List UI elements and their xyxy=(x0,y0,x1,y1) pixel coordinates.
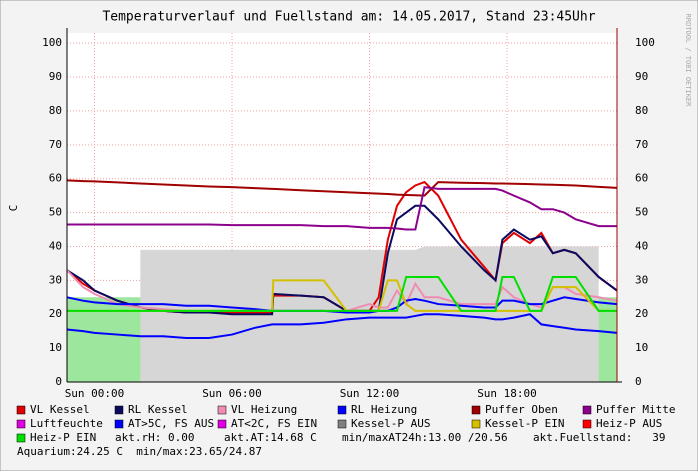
legend-swatch xyxy=(114,405,124,415)
y2-tick-label: 70 xyxy=(635,138,648,151)
x-tick-label: Sun 00:00 xyxy=(65,387,125,400)
grid xyxy=(67,33,617,383)
line xyxy=(66,313,618,339)
y2-tick-label: 40 xyxy=(635,239,648,252)
credit: RRDTOOL / TOBI OETIKER xyxy=(684,14,692,108)
y2-tick-label: 30 xyxy=(635,273,648,286)
note: Aquarium:24.25 C min/max:23.65/24.87 xyxy=(17,445,262,458)
note: akt.AT:14.68 C xyxy=(224,431,317,444)
note: akt.Fuellstand: 39 xyxy=(533,431,665,444)
legend-label: VL Kessel xyxy=(30,403,90,416)
y2-tick-label: 20 xyxy=(635,307,648,320)
y-tick-label: 50 xyxy=(49,206,62,219)
note: min/maxAT24h:13.00 /20.56 xyxy=(342,431,508,444)
y-tick-label: 80 xyxy=(49,104,62,117)
legend-swatch xyxy=(114,419,124,429)
y2-tick-label: 80 xyxy=(635,104,648,117)
x-tick-label: Sun 12:00 xyxy=(340,387,400,400)
legend-swatch xyxy=(217,405,227,415)
legend-swatch xyxy=(471,405,481,415)
y2-tick-label: 100 xyxy=(635,36,655,49)
legend-label: Heiz-P EIN xyxy=(30,431,96,444)
y-tick-label: 10 xyxy=(49,341,62,354)
y2-tick-label: 0 xyxy=(635,375,642,388)
legend-label: AT<2C, FS EIN xyxy=(231,417,317,430)
legend-label: Luftfeuchte xyxy=(30,417,103,430)
legend-swatch xyxy=(16,433,26,443)
legend-swatch xyxy=(337,419,347,429)
legend-swatch xyxy=(337,405,347,415)
x-tick-label: Sun 18:00 xyxy=(477,387,537,400)
axes: 0 0 10 10 20 20 30 30 40 40 50 50 60 60 70 70 80 80 90 90 10… xyxy=(42,28,655,400)
y-tick-label: 20 xyxy=(49,307,62,320)
line xyxy=(67,275,617,312)
line xyxy=(67,186,617,231)
legend-swatch xyxy=(16,405,26,415)
y-tick-label: 90 xyxy=(49,70,62,83)
legend-label: VL Heizung xyxy=(231,403,297,416)
legend-label: AT>5C, FS AUS xyxy=(128,417,214,430)
legend-label: RL Heizung xyxy=(351,403,417,416)
y-tick-label: 30 xyxy=(49,273,62,286)
legend: VL Kessel RL Kessel VL Heizung RL Heizung Pu… xyxy=(16,403,675,458)
legend-label: Kessel-P AUS xyxy=(351,417,430,430)
y2-tick-label: 10 xyxy=(635,341,648,354)
chart-title: Temperaturverlauf und Fuellstand am: 14.… xyxy=(102,10,595,25)
note: akt.rH: 0.00 xyxy=(115,431,194,444)
x-tick-label: Sun 06:00 xyxy=(202,387,262,400)
legend-swatch xyxy=(217,419,227,429)
y-tick-label: 40 xyxy=(49,239,62,252)
y2-tick-label: 50 xyxy=(635,206,648,219)
legend-label: Puffer Mitte xyxy=(596,403,675,416)
legend-swatch xyxy=(582,419,592,429)
y-tick-label: 60 xyxy=(49,172,62,185)
legend-swatch xyxy=(582,405,592,415)
y2-tick-label: 90 xyxy=(635,70,648,83)
line xyxy=(66,204,618,316)
marks xyxy=(66,179,618,382)
legend-label: Heiz-P AUS xyxy=(596,417,662,430)
y-tick-label: 70 xyxy=(49,138,62,151)
y-tick-label: 100 xyxy=(42,36,62,49)
legend-label: Puffer Oben xyxy=(485,403,558,416)
y2-tick-label: 60 xyxy=(635,172,648,185)
y-tick-label: 0 xyxy=(55,375,62,388)
legend-swatch xyxy=(471,419,481,429)
legend-label: Kessel-P EIN xyxy=(485,417,564,430)
legend-label: RL Kessel xyxy=(128,403,188,416)
line xyxy=(66,179,618,197)
y-axis-label: C xyxy=(7,205,20,212)
legend-swatch xyxy=(16,419,26,429)
area xyxy=(140,246,599,382)
